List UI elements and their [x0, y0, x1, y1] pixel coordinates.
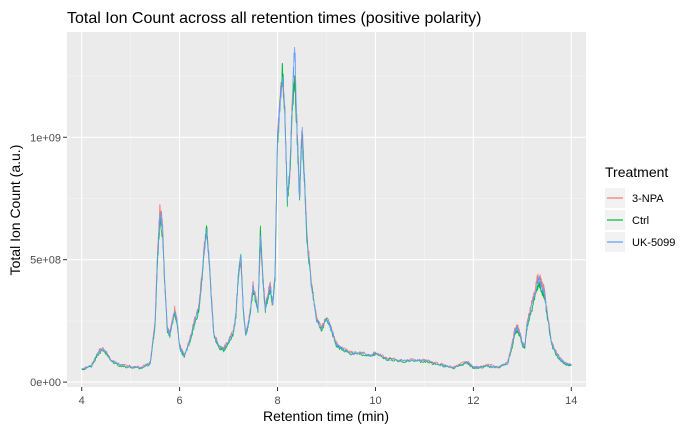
legend-title: Treatment: [605, 164, 668, 180]
legend-label-ctrl: Ctrl: [632, 215, 649, 227]
legend: Treatment 3-NPA Ctrl UK-5099: [605, 164, 675, 252]
legend-items: 3-NPA Ctrl UK-5099: [605, 188, 675, 252]
x-axis-title: Retention time (min): [263, 408, 389, 424]
y-axis: 0e+00 5e+08 1e+09: [30, 132, 67, 389]
x-tick-label: 8: [274, 395, 280, 407]
grid-major: [67, 32, 586, 387]
x-tick-label: 4: [79, 395, 85, 407]
x-tick-label: 12: [467, 395, 479, 407]
legend-label-3-npa: 3-NPA: [632, 193, 664, 205]
series-line-uk-5099: [81, 46, 572, 370]
x-axis: 4 6 8 10 12 14: [79, 387, 577, 407]
y-tick-label: 1e+09: [30, 132, 61, 144]
x-tick-label: 6: [177, 395, 183, 407]
x-tick-label: 14: [565, 395, 577, 407]
y-tick-label: 0e+00: [30, 377, 61, 389]
legend-label-uk-5099: UK-5099: [632, 237, 675, 249]
series-layer: [81, 46, 572, 371]
y-tick-label: 5e+08: [30, 255, 61, 267]
y-axis-title: Total Ion Count (a.u.): [7, 145, 23, 276]
x-tick-label: 10: [369, 395, 381, 407]
chart-title: Total Ion Count across all retention tim…: [67, 10, 481, 27]
